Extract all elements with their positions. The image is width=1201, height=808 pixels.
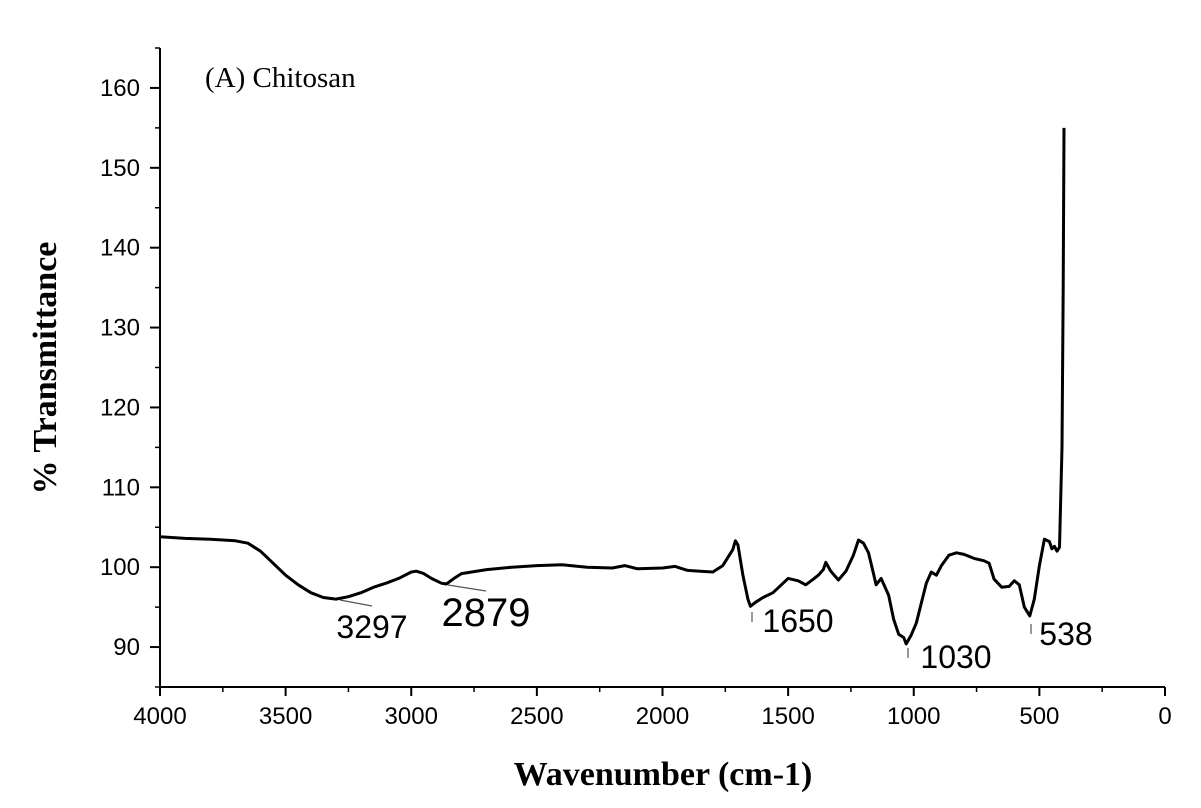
y-tick-label: 130 bbox=[100, 315, 140, 342]
y-tick-label: 160 bbox=[100, 75, 140, 102]
spectrum-line bbox=[159, 127, 1066, 646]
y-tick-label: 120 bbox=[100, 394, 140, 421]
x-axis-ticks: 4000 3500 3000 2500 2000 1500 1000 500 0 bbox=[133, 687, 1172, 730]
y-tick-label: 90 bbox=[113, 634, 140, 661]
panel-title: (A) Chitosan bbox=[205, 62, 356, 94]
peak-leader bbox=[447, 584, 487, 592]
x-tick-label: 1000 bbox=[887, 703, 940, 730]
x-tick-label: 3000 bbox=[385, 703, 438, 730]
x-tick-label: 0 bbox=[1158, 703, 1171, 730]
peak-label: 3297 bbox=[336, 609, 407, 645]
y-tick-label: 110 bbox=[102, 474, 140, 501]
x-axis-title: Wavenumber (cm-1) bbox=[514, 756, 813, 793]
x-tick-label: 2500 bbox=[510, 703, 563, 730]
peak-label: 2879 bbox=[442, 591, 531, 635]
peak-label: 538 bbox=[1039, 616, 1092, 652]
x-tick-label: 1500 bbox=[761, 703, 814, 730]
peak-leader bbox=[339, 599, 373, 607]
y-tick-label: 140 bbox=[100, 235, 140, 262]
peak-label: 1650 bbox=[762, 603, 833, 639]
peak-label: 1030 bbox=[920, 639, 991, 675]
x-tick-label: 2000 bbox=[636, 703, 689, 730]
y-axis-ticks: 90 100 110 120 130 140 150 160 bbox=[100, 47, 160, 688]
y-tick-label: 150 bbox=[100, 155, 140, 182]
y-tick-label: 100 bbox=[100, 554, 140, 581]
x-tick-label: 500 bbox=[1019, 703, 1059, 730]
y-axis-title: % Transmittance bbox=[27, 242, 64, 495]
peak-annotations: 3297 2879 1650 1030 538 bbox=[336, 584, 1093, 675]
x-tick-label: 3500 bbox=[259, 703, 312, 730]
x-tick-label: 4000 bbox=[133, 703, 186, 730]
